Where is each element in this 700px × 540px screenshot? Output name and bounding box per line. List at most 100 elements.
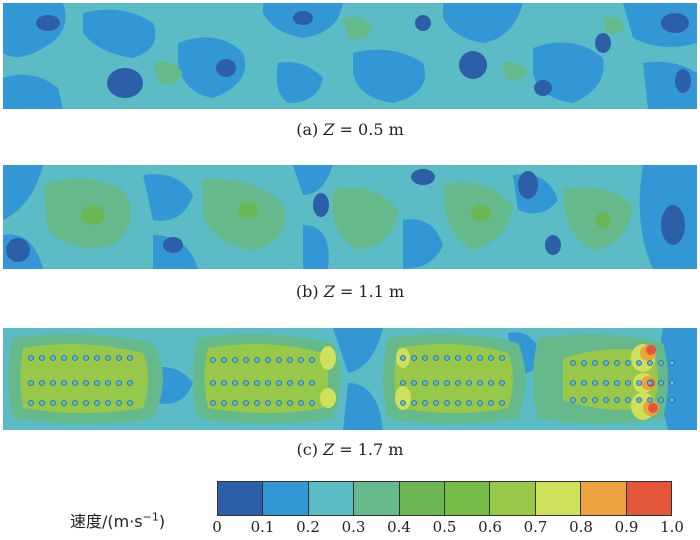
nozzle-marker: [116, 400, 122, 406]
nozzle-marker: [254, 400, 260, 406]
nozzle-marker: [669, 397, 675, 403]
nozzle-marker: [400, 400, 406, 406]
nozzle-marker: [298, 380, 304, 386]
nozzle-marker: [625, 360, 631, 366]
nozzle-marker: [422, 400, 428, 406]
nozzle-marker: [658, 380, 664, 386]
nozzle-marker: [232, 380, 238, 386]
nozzle-marker: [647, 397, 653, 403]
nozzle-marker: [570, 360, 576, 366]
nozzle-marker: [411, 355, 417, 361]
colorbar-cell-5: [445, 482, 491, 515]
nozzle-marker: [221, 357, 227, 363]
nozzle-marker: [243, 357, 249, 363]
nozzle-marker: [83, 380, 89, 386]
nozzle-marker: [400, 355, 406, 361]
colorbar-tick-label: 0.8: [569, 518, 593, 536]
colorbar-cell-2: [308, 482, 355, 515]
nozzle-marker: [400, 380, 406, 386]
contour-panel-b: [3, 165, 697, 269]
nozzle-marker: [265, 380, 271, 386]
nozzle-marker: [581, 397, 587, 403]
colorbar-tick-label: 0.6: [478, 518, 502, 536]
nozzle-marker: [625, 380, 631, 386]
colorbar-label: 速度/(m·s−1): [70, 508, 165, 532]
nozzle-marker: [94, 400, 100, 406]
nozzle-marker: [72, 400, 78, 406]
nozzle-marker: [411, 400, 417, 406]
caption-c-suffix: = 1.7 m: [334, 440, 404, 459]
colorbar-tick-label: 1.0: [660, 518, 684, 536]
nozzle-marker: [276, 357, 282, 363]
nozzle-marker: [614, 380, 620, 386]
nozzle-marker: [614, 360, 620, 366]
nozzle-marker: [221, 380, 227, 386]
caption-b-var: Z: [323, 282, 335, 301]
nozzle-marker: [94, 355, 100, 361]
colorbar-label-text: 速度/(m·s: [70, 512, 143, 531]
nozzle-marker: [647, 360, 653, 366]
nozzle-marker: [83, 355, 89, 361]
nozzle-marker: [210, 380, 216, 386]
caption-b-suffix: = 1.1 m: [334, 282, 405, 301]
nozzle-marker: [298, 357, 304, 363]
colorbar-cell-7: [535, 482, 582, 515]
colorbar-tick-label: 0.3: [341, 518, 366, 536]
colorbar-tick-label: 0.5: [432, 518, 457, 536]
nozzle-marker: [72, 380, 78, 386]
nozzle-marker: [581, 360, 587, 366]
nozzle-marker: [127, 400, 133, 406]
nozzle-marker: [570, 380, 576, 386]
nozzle-marker: [581, 380, 587, 386]
nozzle-marker: [28, 380, 34, 386]
nozzle-marker: [28, 400, 34, 406]
caption-a-var: Z: [323, 120, 335, 139]
colorbar-label-end: ): [158, 512, 166, 531]
nozzle-marker: [592, 380, 598, 386]
nozzle-marker: [210, 400, 216, 406]
nozzle-marker: [232, 357, 238, 363]
nozzle-marker: [94, 380, 100, 386]
nozzle-marker: [647, 380, 653, 386]
velocity-contour-a: [3, 3, 697, 109]
colorbar-tick-label: 0.4: [387, 518, 411, 536]
nozzle-marker: [603, 380, 609, 386]
nozzle-marker: [61, 400, 67, 406]
nozzle-marker: [309, 400, 315, 406]
nozzle-marker: [243, 400, 249, 406]
nozzle-marker: [625, 397, 631, 403]
nozzle-marker: [477, 355, 483, 361]
nozzle-marker: [669, 360, 675, 366]
nozzle-marker: [466, 355, 472, 361]
nozzle-marker: [287, 357, 293, 363]
nozzle-marker: [603, 360, 609, 366]
colorbar-cell-8: [581, 482, 627, 515]
nozzle-marker: [309, 357, 315, 363]
nozzle-marker: [28, 355, 34, 361]
colorbar-cell-0: [218, 482, 264, 515]
colorbar-tick-label: 0.2: [296, 518, 320, 536]
colorbar: [217, 481, 672, 516]
nozzle-marker: [477, 400, 483, 406]
nozzle-marker: [499, 355, 505, 361]
nozzle-marker: [265, 357, 271, 363]
caption-b: (b) Z = 1.1 m: [0, 282, 700, 301]
nozzle-marker: [221, 400, 227, 406]
nozzle-marker: [265, 400, 271, 406]
velocity-contour-b: [3, 165, 697, 269]
colorbar-ticks: 0 0.1 0.2 0.3 0.4 0.5 0.6 0.7 0.8 0.9 1.0: [212, 518, 684, 538]
nozzle-marker: [455, 355, 461, 361]
nozzle-marker: [105, 355, 111, 361]
nozzle-marker: [466, 380, 472, 386]
colorbar-cell-1: [263, 482, 309, 515]
nozzle-marker: [570, 397, 576, 403]
nozzle-marker: [636, 380, 642, 386]
nozzle-marker: [488, 380, 494, 386]
nozzle-marker: [39, 380, 45, 386]
colorbar-cell-6: [490, 482, 536, 515]
nozzle-marker: [669, 380, 675, 386]
nozzle-marker: [116, 380, 122, 386]
nozzle-marker: [444, 380, 450, 386]
colorbar-cell-9: [626, 482, 672, 515]
nozzle-marker: [105, 380, 111, 386]
